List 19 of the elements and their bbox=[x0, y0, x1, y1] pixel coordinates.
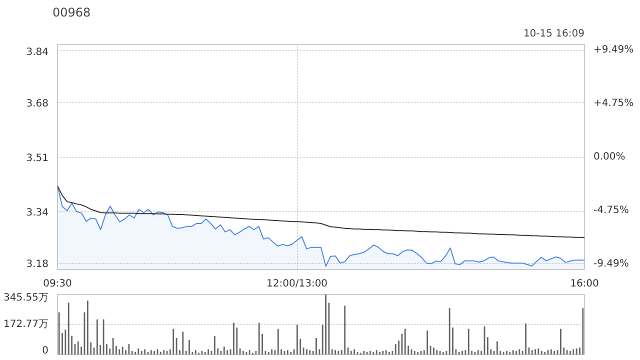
x-tick-label: 09:30 bbox=[43, 278, 72, 290]
y2-tick-label: -9.49% bbox=[594, 258, 629, 270]
text: 10-15 16:09 bbox=[523, 28, 585, 40]
x-tick-label: 12:00/13:00 bbox=[266, 278, 328, 290]
y-tick-label: 3.51 bbox=[26, 153, 48, 164]
y2-tick-label: +9.49% bbox=[594, 44, 634, 56]
y2-tick-label: +4.75% bbox=[594, 98, 634, 109]
y-tick-label: 172.77万 bbox=[4, 319, 49, 330]
chart-title: 00968 bbox=[52, 6, 91, 20]
y-tick-label: 3.84 bbox=[26, 46, 48, 58]
x-tick-label: 16:00 bbox=[570, 278, 599, 290]
y-tick-label: 0 bbox=[42, 346, 49, 356]
y2-tick-label: -4.75% bbox=[594, 205, 629, 216]
line-series bbox=[58, 185, 584, 238]
y-tick-label: 345.55万 bbox=[4, 292, 49, 304]
y-tick-label: 3.68 bbox=[26, 98, 48, 110]
y-tick-label: 3.18 bbox=[26, 259, 48, 270]
y-tick-label: 3.34 bbox=[26, 208, 48, 219]
y2-tick-label: 0.00% bbox=[594, 152, 626, 162]
